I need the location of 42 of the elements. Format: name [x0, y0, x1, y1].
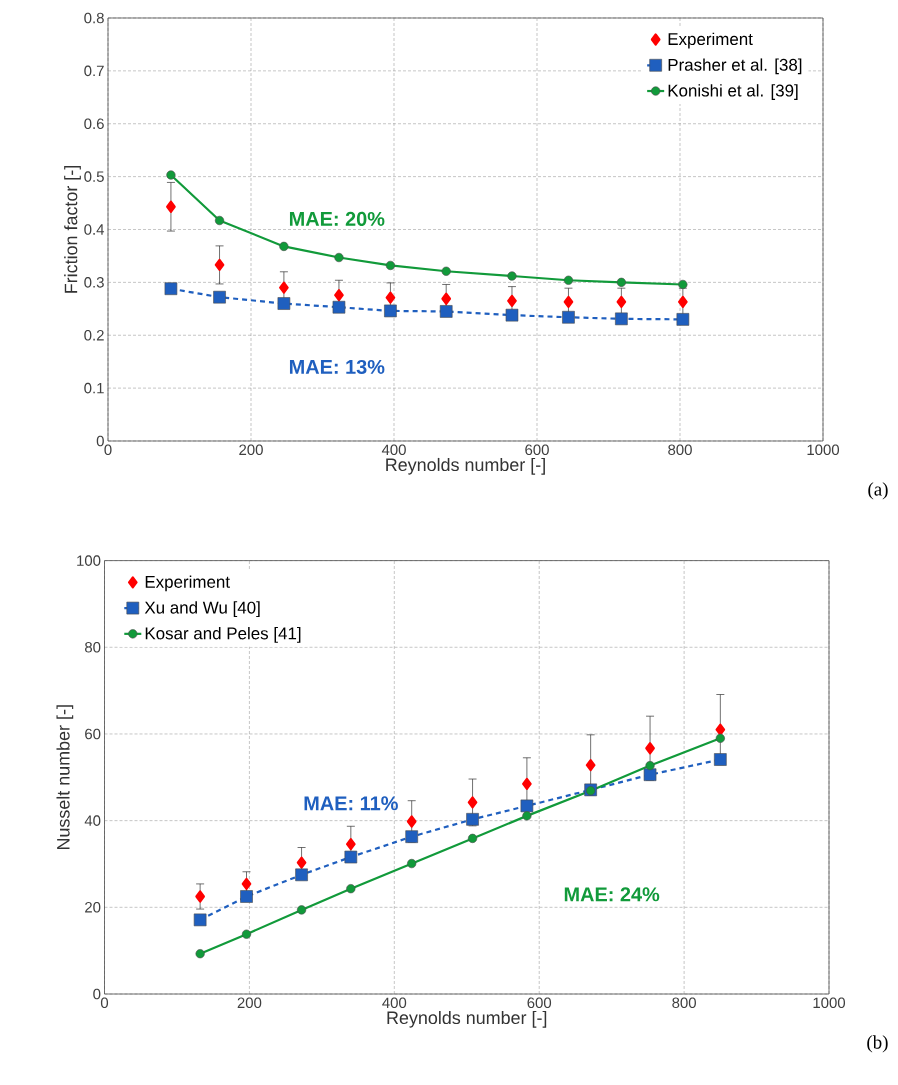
- x-tick-label: 200: [237, 997, 262, 1009]
- y-tick-label: 80: [85, 641, 101, 653]
- x-tick-label: 1000: [813, 997, 846, 1009]
- text: (b): [867, 1035, 888, 1053]
- y-tick-label: 0.4: [84, 224, 105, 235]
- annotation: MAE: 20%: [289, 211, 385, 226]
- y-tick-label: 0: [93, 988, 101, 1000]
- x-tick-label: 400: [381, 444, 406, 456]
- x-tick-label: 600: [525, 444, 549, 456]
- annotation: MAE: 13%: [289, 359, 385, 375]
- legend-label: Kosar and Peles [41]: [145, 626, 301, 643]
- x-tick-label: 800: [668, 444, 692, 456]
- x-tick-label: 400: [382, 997, 407, 1009]
- x-tick-label: 0: [104, 444, 112, 456]
- x-axis-title: Reynolds number [-]: [387, 1010, 547, 1028]
- y-tick-label: 0.5: [84, 171, 104, 182]
- y-tick-label: 40: [84, 815, 101, 826]
- y-tick-label: 60: [85, 728, 101, 740]
- y-tick-label: 20: [85, 902, 101, 913]
- y-tick-label: 0.2: [84, 329, 104, 341]
- y-tick-label: 0.3: [84, 277, 104, 288]
- x-tick-label: 800: [672, 997, 696, 1009]
- y-tick-label: 0: [96, 435, 104, 447]
- annotation: MAE: 24%: [564, 887, 660, 902]
- x-tick-label: 1000: [807, 444, 840, 456]
- legend-label: Prasher et al. [38]: [668, 58, 802, 75]
- y-tick-label: 0.8: [84, 12, 104, 24]
- legend-label: Experiment: [145, 575, 230, 592]
- x-axis-title: Reynolds number [-]: [386, 457, 545, 475]
- y-axis-title: Friction factor [-]: [64, 166, 81, 293]
- y-tick-label: 0.7: [84, 65, 104, 77]
- y-tick-label: 100: [77, 555, 101, 566]
- text: (a): [868, 482, 888, 500]
- x-tick-label: 600: [527, 997, 552, 1009]
- y-tick-label: 0.1: [84, 382, 104, 394]
- x-tick-label: 200: [239, 444, 263, 456]
- legend-label: Konishi et al. [39]: [668, 84, 798, 100]
- annotation: MAE: 11%: [304, 796, 398, 811]
- legend-label: Experiment: [668, 32, 753, 49]
- y-tick-label: 0.6: [84, 118, 104, 130]
- y-axis-title: Nusselt number [-]: [56, 705, 74, 850]
- legend-label: Xu and Wu [40]: [144, 601, 260, 617]
